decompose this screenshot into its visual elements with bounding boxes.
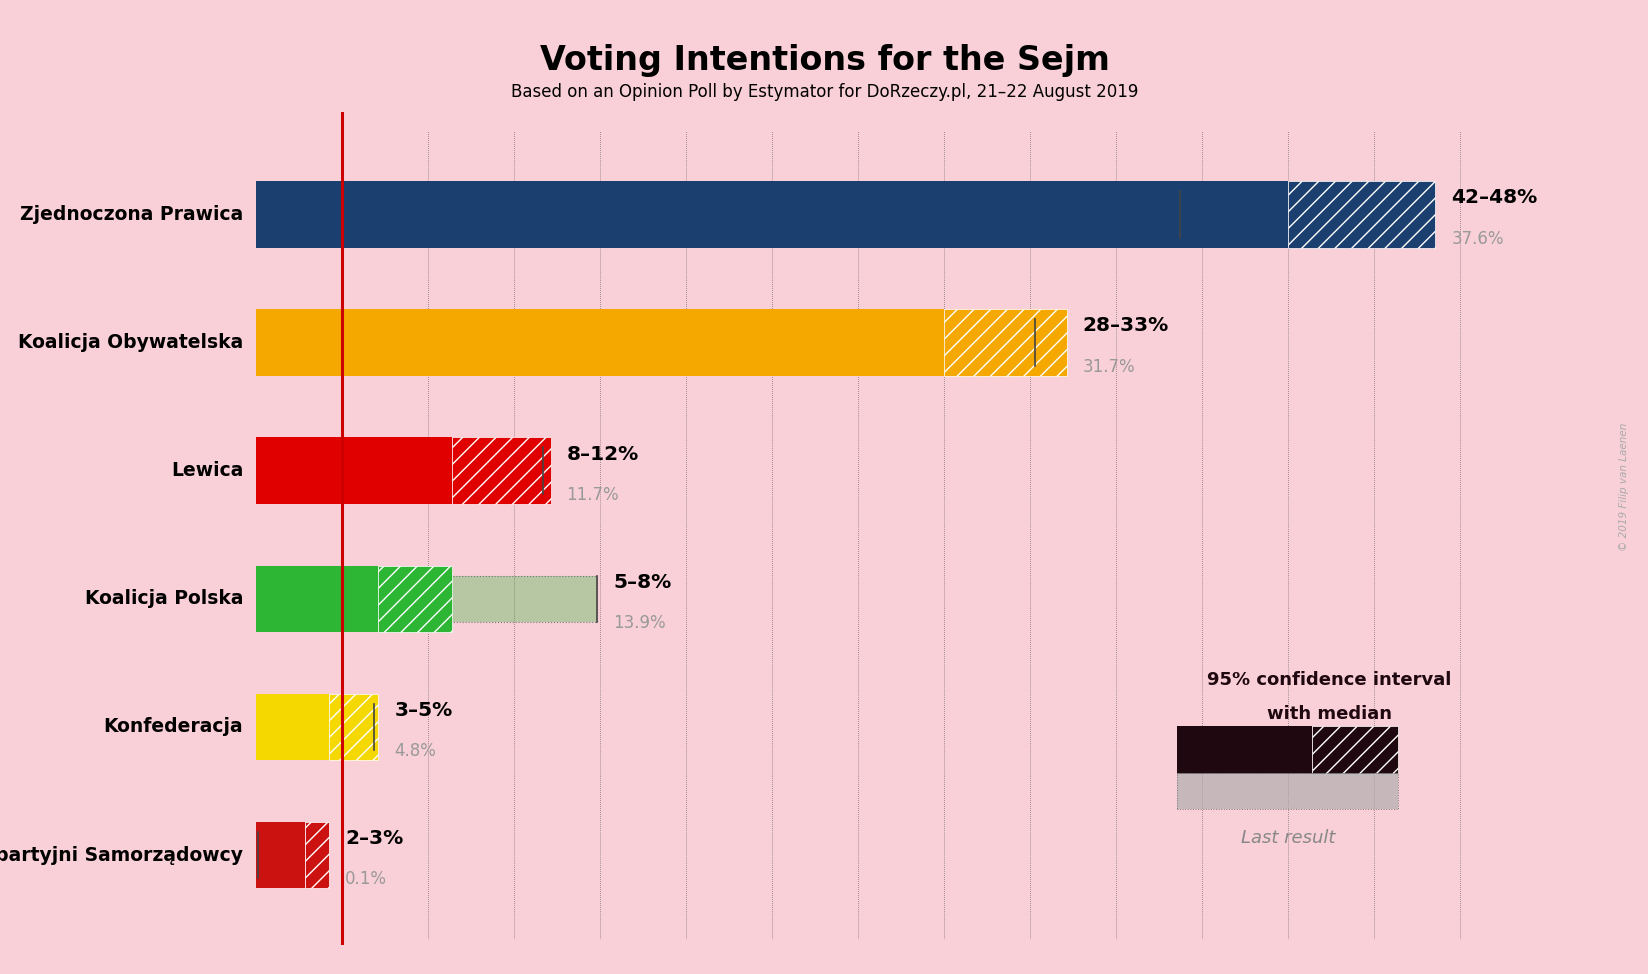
Bar xyxy=(1177,773,1398,809)
Bar xyxy=(379,566,452,632)
Text: 42–48%: 42–48% xyxy=(1450,188,1536,207)
Text: Koalicja Polska: Koalicja Polska xyxy=(84,589,244,609)
Bar xyxy=(1177,726,1312,774)
Text: 8–12%: 8–12% xyxy=(567,444,638,464)
Text: © 2019 Filip van Laenen: © 2019 Filip van Laenen xyxy=(1618,423,1628,551)
Text: 4.8%: 4.8% xyxy=(394,742,437,761)
Bar xyxy=(330,693,379,761)
Bar xyxy=(255,181,1287,247)
Bar xyxy=(255,310,943,376)
Bar xyxy=(255,693,330,761)
Bar xyxy=(255,447,542,494)
Text: 95% confidence interval: 95% confidence interval xyxy=(1206,670,1450,689)
Bar xyxy=(255,191,1178,238)
Bar xyxy=(255,319,1033,366)
Bar xyxy=(255,191,1178,238)
Bar xyxy=(255,832,257,879)
Bar xyxy=(1312,726,1398,774)
Text: Voting Intentions for the Sejm: Voting Intentions for the Sejm xyxy=(539,44,1109,77)
Bar xyxy=(255,832,257,879)
Text: 13.9%: 13.9% xyxy=(613,615,666,632)
Text: 11.7%: 11.7% xyxy=(567,486,618,505)
Bar xyxy=(1287,181,1434,247)
Text: 5–8%: 5–8% xyxy=(613,573,671,591)
Text: 28–33%: 28–33% xyxy=(1083,317,1168,335)
Text: Last result: Last result xyxy=(1239,830,1335,847)
Text: 2–3%: 2–3% xyxy=(344,829,404,848)
Bar xyxy=(255,576,597,622)
Bar xyxy=(255,319,1033,366)
Bar xyxy=(255,703,374,750)
Bar xyxy=(255,703,374,750)
Text: 3–5%: 3–5% xyxy=(394,701,453,720)
Text: with median: with median xyxy=(1266,705,1391,723)
Bar xyxy=(255,437,452,505)
Text: Bezpartyjni Samorządowcy: Bezpartyjni Samorządowcy xyxy=(0,845,244,865)
Bar xyxy=(943,310,1066,376)
Bar xyxy=(255,566,379,632)
Text: Lewica: Lewica xyxy=(171,462,244,480)
Bar xyxy=(1177,773,1398,809)
Text: Based on an Opinion Poll by Estymator for DoRzeczy.pl, 21–22 August 2019: Based on an Opinion Poll by Estymator fo… xyxy=(511,83,1137,100)
Text: 37.6%: 37.6% xyxy=(1450,230,1503,247)
Text: Zjednoczona Prawica: Zjednoczona Prawica xyxy=(20,205,244,224)
Text: 31.7%: 31.7% xyxy=(1083,358,1134,376)
Bar xyxy=(255,576,597,622)
Bar xyxy=(305,822,330,888)
Bar xyxy=(255,822,305,888)
Text: Koalicja Obywatelska: Koalicja Obywatelska xyxy=(18,333,244,353)
Bar xyxy=(452,437,550,505)
Text: 0.1%: 0.1% xyxy=(344,871,387,888)
Text: Konfederacja: Konfederacja xyxy=(104,718,244,736)
Bar xyxy=(255,447,542,494)
